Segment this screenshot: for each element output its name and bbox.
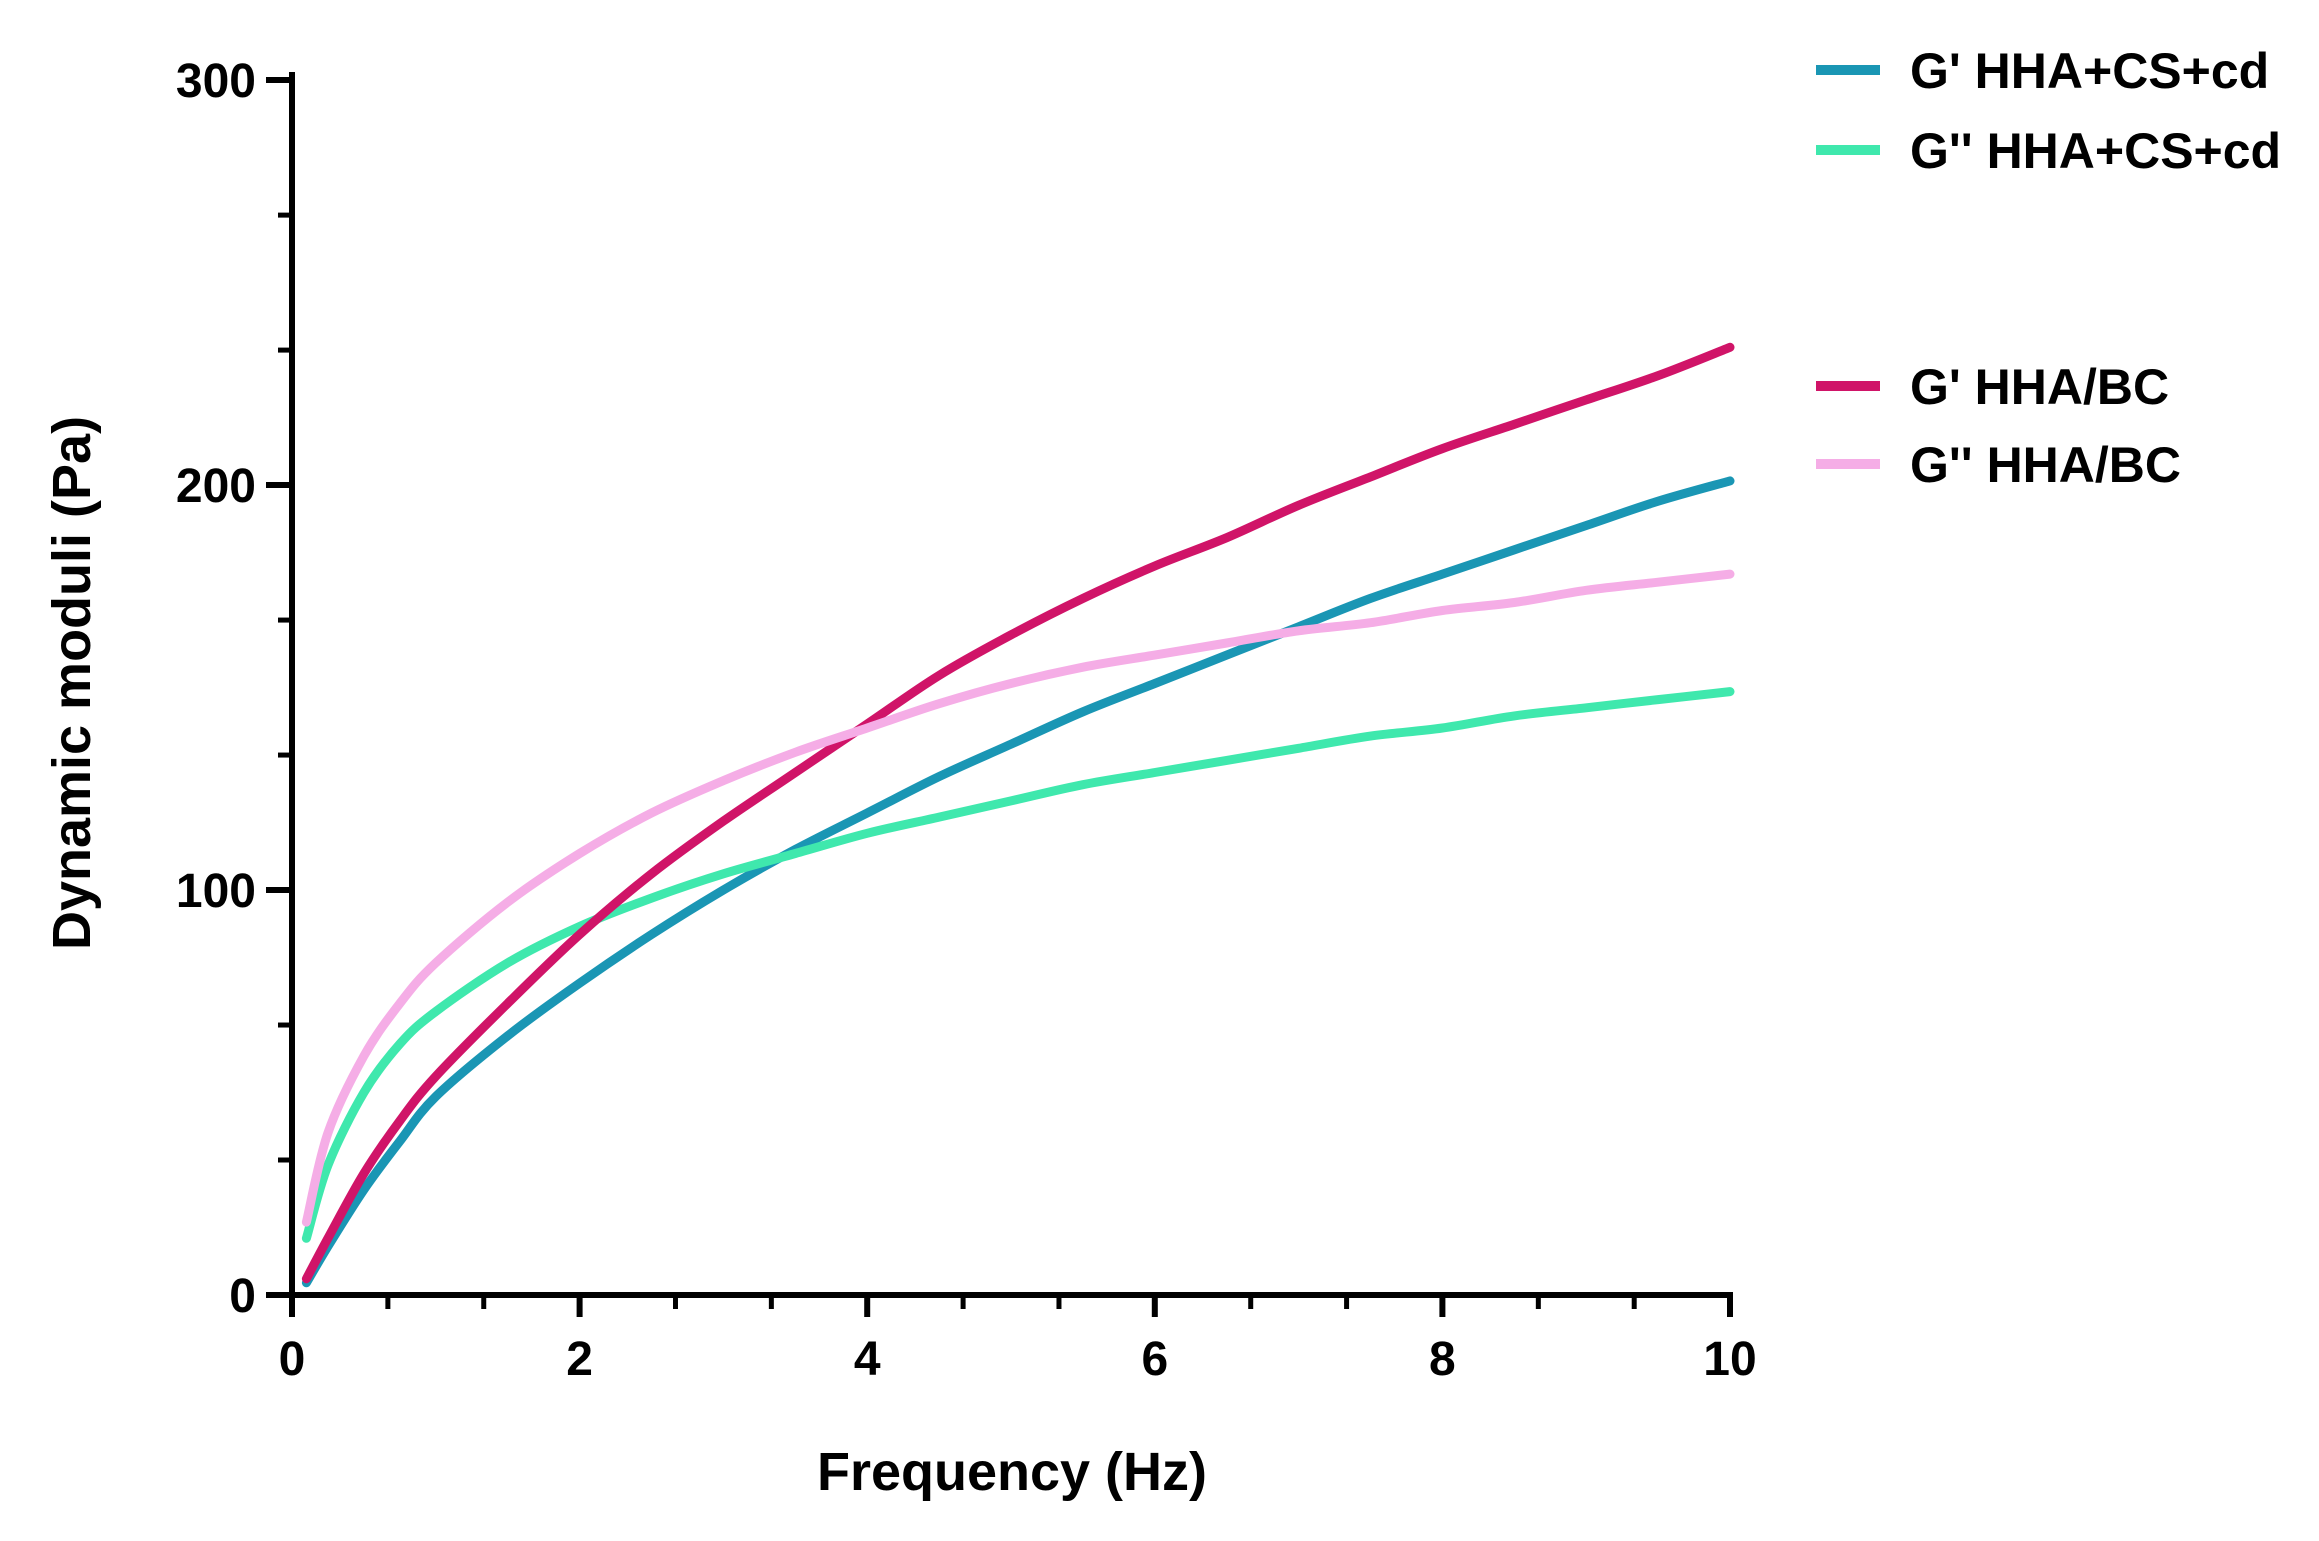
legend-label-g-hha-cs-cd: G' HHA+CS+cd — [1910, 43, 2269, 99]
x-axis-title: Frequency (Hz) — [817, 1442, 1207, 1502]
legend: G' HHA+CS+cd G'' HHA+CS+cd G' HHA/BC G'' HH… — [1816, 43, 2281, 493]
x-tick-label: 4 — [854, 1333, 881, 1386]
series-line-g-hha-cs-cd — [301, 687, 1735, 1243]
y-tick-label: 100 — [176, 865, 256, 918]
y-tick-label: 300 — [176, 55, 256, 108]
x-tick-label: 10 — [1703, 1333, 1756, 1386]
legend-label-g-hha-cs-cd: G'' HHA+CS+cd — [1910, 123, 2281, 179]
series-line-g-hha-bc — [301, 342, 1735, 1284]
series-line-g-hha-cs-cd — [301, 476, 1735, 1288]
x-tick-label: 0 — [279, 1333, 306, 1386]
series-lines — [301, 342, 1735, 1288]
legend-label-g-hha-bc: G'' HHA/BC — [1910, 437, 2181, 493]
y-tick-label: 200 — [176, 460, 256, 513]
y-tick-label: 0 — [229, 1270, 256, 1323]
x-tick-label: 6 — [1141, 1333, 1168, 1386]
axes — [289, 72, 1733, 1298]
x-tick-label: 2 — [566, 1333, 593, 1386]
series-line-g-hha-bc — [301, 569, 1735, 1227]
legend-label-g-hha-bc: G' HHA/BC — [1910, 359, 2169, 415]
x-tick-label: 8 — [1429, 1333, 1456, 1386]
y-axis-title: Dynamic moduli (Pa) — [42, 416, 102, 950]
